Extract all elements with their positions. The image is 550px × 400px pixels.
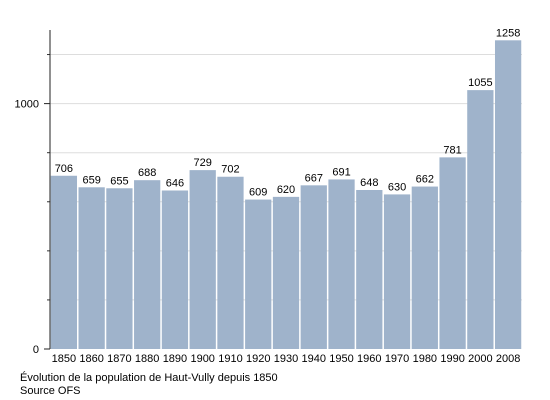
- x-tick-label: 1970: [385, 353, 409, 365]
- bar: [300, 185, 327, 349]
- bar: [439, 157, 466, 349]
- x-tick-label: 2000: [468, 353, 492, 365]
- bar-value-label: 620: [277, 184, 295, 196]
- bar: [494, 40, 522, 349]
- chart-caption: Évolution de la population de Haut-Vully…: [20, 372, 278, 384]
- x-tick-label: 1860: [79, 353, 103, 365]
- bar: [411, 186, 438, 349]
- bar-value-label: 729: [194, 157, 212, 169]
- bar-value-label: 648: [360, 177, 378, 189]
- y-tick-label: 1000: [15, 99, 39, 111]
- bar-value-label: 706: [55, 163, 73, 175]
- bar: [189, 170, 216, 349]
- x-tick-label: 1940: [302, 353, 326, 365]
- bar: [161, 190, 189, 349]
- bar: [328, 179, 355, 349]
- x-tick-label: 1990: [440, 353, 464, 365]
- x-tick-label: 1950: [329, 353, 353, 365]
- bar: [245, 199, 272, 349]
- bar-value-label: 1055: [468, 77, 492, 89]
- bar: [134, 180, 161, 349]
- bar: [356, 189, 383, 349]
- bar-value-label: 662: [416, 174, 434, 186]
- x-tick-label: 1920: [246, 353, 270, 365]
- bar: [272, 196, 300, 349]
- bar-value-label: 691: [332, 166, 350, 178]
- bar-value-label: 659: [82, 174, 100, 186]
- bar: [106, 188, 133, 349]
- y-tick-label: 0: [33, 344, 39, 356]
- x-tick-label: 1870: [107, 353, 131, 365]
- bar-value-label: 609: [249, 187, 267, 199]
- bar-value-label: 688: [138, 167, 156, 179]
- bar-value-label: 655: [110, 175, 128, 187]
- x-tick-label: 1880: [135, 353, 159, 365]
- bar-value-label: 702: [221, 164, 239, 176]
- x-tick-label: 1930: [274, 353, 298, 365]
- x-tick-label: 1850: [52, 353, 76, 365]
- x-tick-label: 1900: [190, 353, 214, 365]
- bar-value-label: 667: [305, 172, 323, 184]
- bar-value-label: 630: [388, 181, 406, 193]
- bar: [467, 90, 494, 349]
- x-tick-label: 1910: [218, 353, 242, 365]
- x-tick-label: 2008: [496, 353, 520, 365]
- x-tick-label: 1960: [357, 353, 381, 365]
- x-tick-label: 1890: [163, 353, 187, 365]
- bar-value-label: 1258: [496, 27, 520, 39]
- bar: [50, 175, 78, 349]
- bar: [78, 187, 105, 349]
- chart-source: Source OFS: [20, 385, 81, 397]
- bar: [217, 176, 244, 349]
- bar-value-label: 646: [166, 177, 184, 189]
- bar-value-label: 781: [443, 144, 461, 156]
- x-tick-label: 1980: [413, 353, 437, 365]
- bar: [383, 194, 411, 349]
